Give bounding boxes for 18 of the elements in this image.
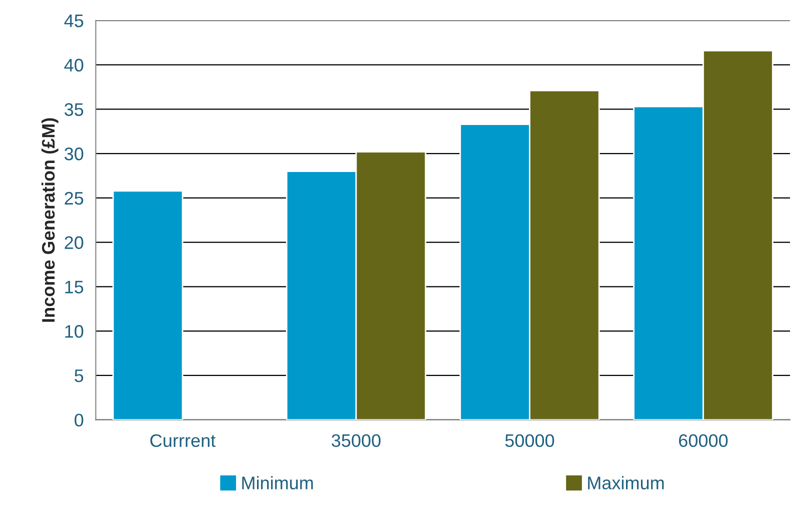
y-tick-label: 15 [65, 280, 84, 294]
bar [112, 190, 184, 420]
x-tick-label: 60000 [679, 434, 728, 447]
y-tick-label: 30 [64, 148, 84, 160]
y-tick-label: 25 [64, 192, 84, 205]
y-tick-label: 5 [74, 370, 84, 382]
y-tick-label: 0 [74, 414, 84, 427]
y-axis-title: Income Generation (£M) [41, 118, 58, 322]
legend-label: Maximum [588, 476, 664, 490]
y-tick-label: 10 [65, 325, 84, 338]
legend-label: Minimum [242, 476, 313, 490]
y-tick-label: 40 [64, 58, 84, 72]
x-tick-label: 35000 [332, 434, 381, 447]
x-tick-label: Currrent [150, 434, 216, 447]
y-tick-label: 35 [64, 103, 84, 116]
y-tick-label: 20 [64, 236, 84, 250]
x-tick-label: 50000 [505, 434, 554, 447]
y-tick-label: 45 [64, 14, 84, 28]
